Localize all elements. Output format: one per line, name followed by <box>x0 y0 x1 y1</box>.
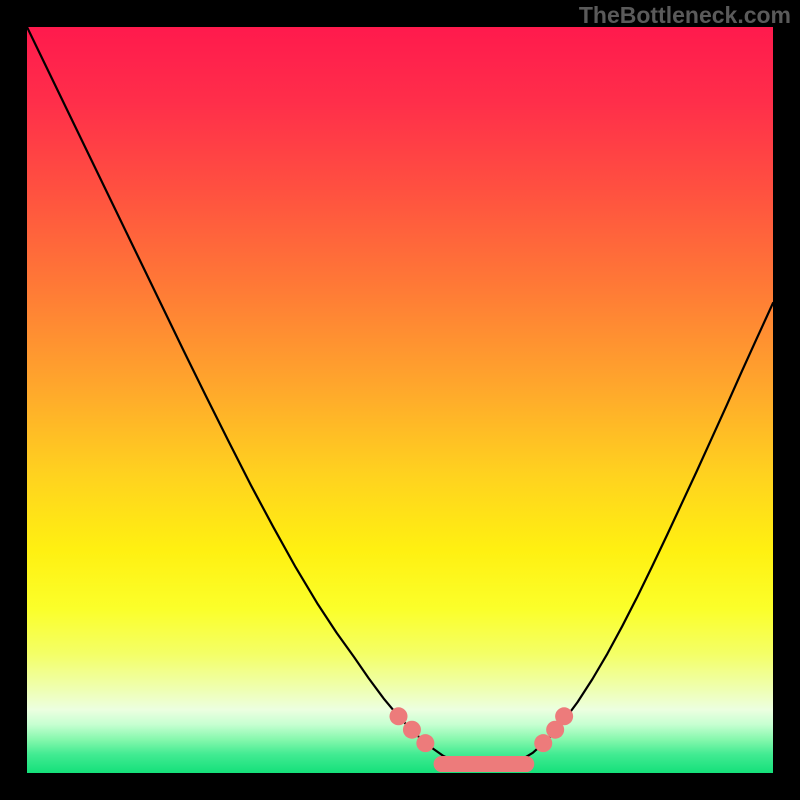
chart-svg <box>27 27 773 773</box>
curve-marker <box>555 707 573 725</box>
watermark-text: TheBottleneck.com <box>579 2 791 29</box>
curve-marker <box>534 734 552 752</box>
curve-marker <box>390 707 408 725</box>
chart-frame: TheBottleneck.com <box>0 0 800 800</box>
curve-marker <box>403 721 421 739</box>
plot-area <box>27 27 773 773</box>
gradient-background <box>27 27 773 773</box>
curve-marker <box>416 734 434 752</box>
optimal-range-pill <box>434 756 535 772</box>
